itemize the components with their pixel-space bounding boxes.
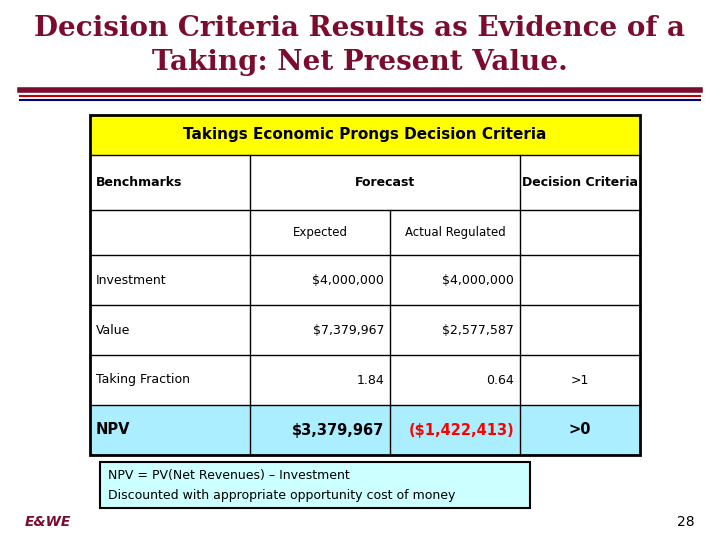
Bar <box>90 405 640 455</box>
Text: $4,000,000: $4,000,000 <box>442 273 514 287</box>
Text: NPV = PV(Net Revenues) – Investment: NPV = PV(Net Revenues) – Investment <box>108 469 350 482</box>
Text: Actual Regulated: Actual Regulated <box>405 226 505 239</box>
Text: $7,379,967: $7,379,967 <box>312 323 384 336</box>
Text: >1: >1 <box>571 374 589 387</box>
Text: 0.64: 0.64 <box>486 374 514 387</box>
Text: NPV: NPV <box>96 422 130 437</box>
Text: Discounted with appropriate opportunity cost of money: Discounted with appropriate opportunity … <box>108 489 455 502</box>
Text: Taking: Net Present Value.: Taking: Net Present Value. <box>152 49 568 76</box>
Text: >0: >0 <box>569 422 591 437</box>
Text: 28: 28 <box>678 515 695 529</box>
Text: Expected: Expected <box>292 226 348 239</box>
Text: $3,379,967: $3,379,967 <box>292 422 384 437</box>
Text: E&WE: E&WE <box>25 515 71 529</box>
Text: Value: Value <box>96 323 130 336</box>
Text: Taking Fraction: Taking Fraction <box>96 374 190 387</box>
Text: Forecast: Forecast <box>355 176 415 189</box>
Text: ($1,422,413): ($1,422,413) <box>408 422 514 437</box>
Text: $4,000,000: $4,000,000 <box>312 273 384 287</box>
Text: Investment: Investment <box>96 273 166 287</box>
Text: $2,577,587: $2,577,587 <box>442 323 514 336</box>
Text: Takings Economic Prongs Decision Criteria: Takings Economic Prongs Decision Criteri… <box>184 127 546 143</box>
Bar <box>90 115 640 455</box>
Text: Decision Criteria Results as Evidence of a: Decision Criteria Results as Evidence of… <box>35 15 685 42</box>
Text: Benchmarks: Benchmarks <box>96 176 182 189</box>
Text: 1.84: 1.84 <box>356 374 384 387</box>
Bar <box>90 115 640 155</box>
Bar <box>100 462 530 508</box>
Text: Decision Criteria: Decision Criteria <box>522 176 638 189</box>
